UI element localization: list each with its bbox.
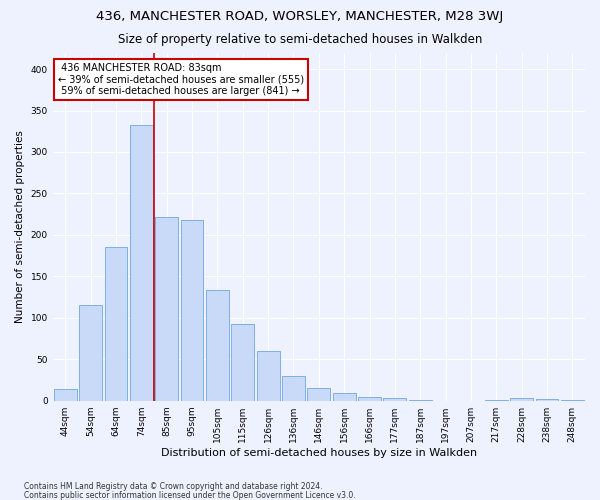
Bar: [282, 376, 305, 400]
Bar: [257, 351, 280, 401]
Text: 436 MANCHESTER ROAD: 83sqm
← 39% of semi-detached houses are smaller (555)
 59% : 436 MANCHESTER ROAD: 83sqm ← 39% of semi…: [58, 63, 304, 96]
Bar: [307, 388, 330, 400]
Bar: [54, 389, 77, 400]
X-axis label: Distribution of semi-detached houses by size in Walkden: Distribution of semi-detached houses by …: [161, 448, 477, 458]
Bar: [155, 216, 178, 400]
Text: 436, MANCHESTER ROAD, WORSLEY, MANCHESTER, M28 3WJ: 436, MANCHESTER ROAD, WORSLEY, MANCHESTE…: [97, 10, 503, 23]
Bar: [383, 398, 406, 400]
Bar: [333, 393, 356, 400]
Bar: [104, 246, 127, 400]
Bar: [206, 290, 229, 401]
Bar: [232, 324, 254, 400]
Bar: [536, 399, 559, 400]
Bar: [181, 220, 203, 400]
Bar: [130, 126, 153, 400]
Bar: [358, 396, 381, 400]
Text: Contains public sector information licensed under the Open Government Licence v3: Contains public sector information licen…: [24, 490, 356, 500]
Y-axis label: Number of semi-detached properties: Number of semi-detached properties: [15, 130, 25, 323]
Bar: [510, 398, 533, 400]
Bar: [79, 306, 102, 400]
Text: Contains HM Land Registry data © Crown copyright and database right 2024.: Contains HM Land Registry data © Crown c…: [24, 482, 323, 491]
Text: Size of property relative to semi-detached houses in Walkden: Size of property relative to semi-detach…: [118, 32, 482, 46]
